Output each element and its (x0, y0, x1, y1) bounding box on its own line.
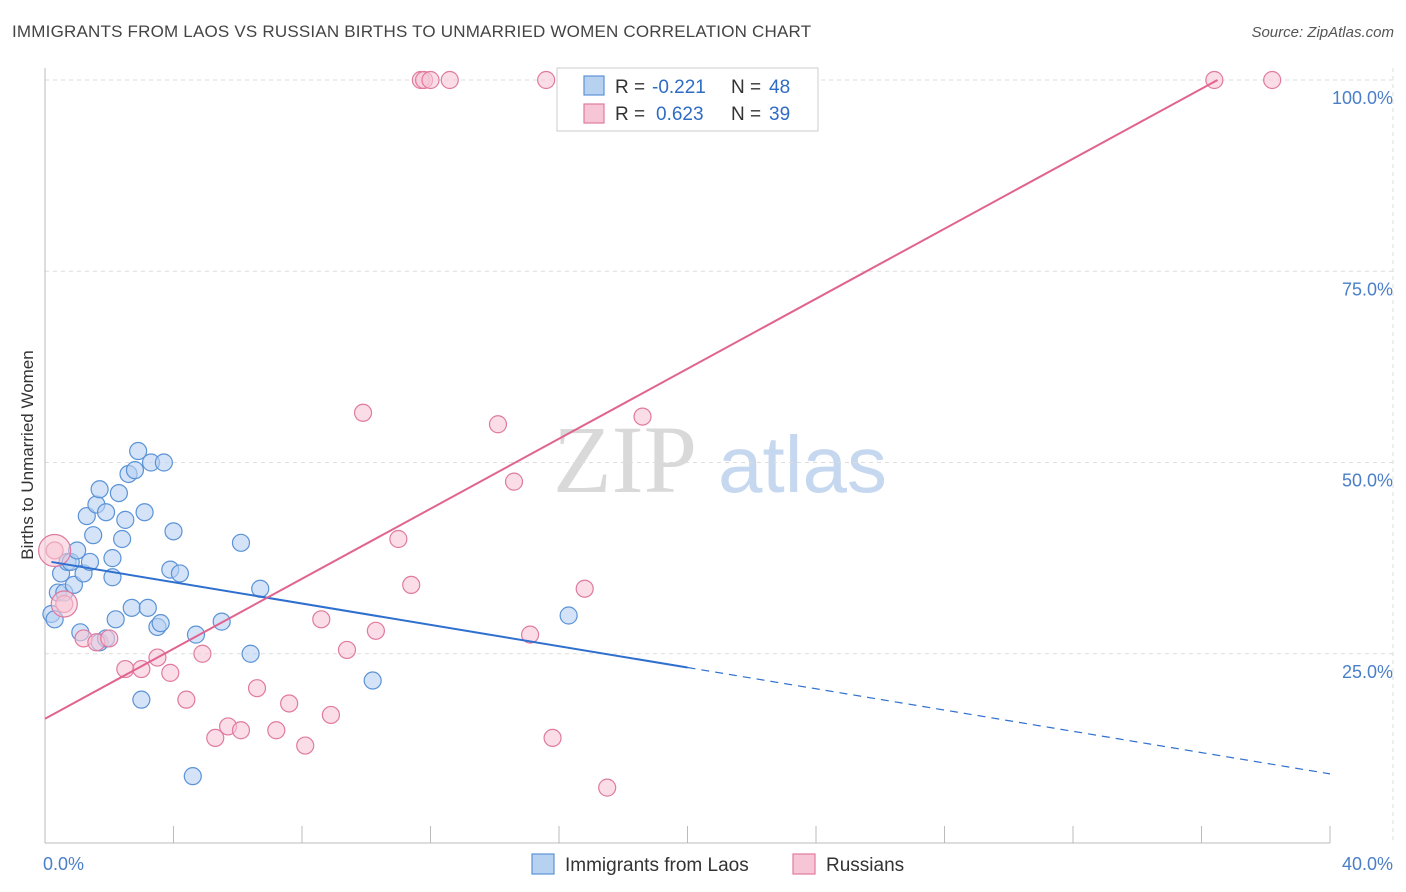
legend-r-value-laos: -0.221 (652, 77, 706, 98)
point-russians (193, 644, 212, 663)
watermark-zip: ZIP (553, 406, 697, 513)
point-laos (363, 671, 382, 690)
point-laos (96, 503, 116, 522)
point-laos (241, 644, 260, 663)
bottom-legend-swatch-laos (531, 853, 555, 875)
point-russians (389, 529, 408, 549)
legend-r-label-russians: R = (615, 104, 645, 125)
point-russians (206, 728, 225, 748)
watermark-atlas: atlas (718, 420, 887, 509)
point-russians (321, 705, 341, 725)
point-russians (598, 778, 617, 797)
legend-r-value-russians: 0.623 (656, 104, 704, 125)
point-laos (132, 690, 151, 709)
point-laos (122, 598, 141, 617)
point-russians (520, 625, 540, 644)
point-russians (231, 721, 251, 740)
point-russians (488, 415, 508, 434)
point-russians (353, 403, 373, 422)
point-russians (267, 721, 286, 740)
point-laos (151, 614, 170, 633)
point-russians (440, 70, 459, 90)
legend-n-label-laos: N = (731, 77, 761, 98)
point-laos (559, 606, 578, 625)
point-laos (138, 598, 157, 617)
chart-source: Source: ZipAtlas.com (1251, 24, 1394, 41)
point-laos (90, 480, 109, 499)
legend-n-value-laos: 48 (769, 77, 790, 98)
data-points (38, 70, 1282, 797)
legend-box: R = -0.221 N = 48 R = 0.623 N = 39 (556, 67, 819, 132)
point-laos (170, 564, 190, 583)
point-russians (312, 610, 331, 629)
point-laos (135, 503, 154, 522)
y-axis-label: Births to Unmarried Women (18, 350, 37, 559)
point-laos (106, 610, 125, 629)
point-laos (112, 529, 132, 549)
point-russians (247, 679, 267, 698)
point-laos (80, 552, 100, 572)
point-laos (84, 526, 103, 545)
y-tick-label: 100.0% (1332, 88, 1393, 108)
point-russians (177, 690, 196, 709)
point-russians (402, 575, 421, 595)
bottom-legend-laos: Immigrants from Laos (565, 855, 749, 876)
trend-line-laos-extension (687, 666, 1331, 775)
point-laos (164, 522, 183, 541)
point-russians (100, 629, 119, 648)
point-russians (337, 640, 357, 660)
y-tick-label: 50.0% (1342, 471, 1393, 491)
y-tick-labels: 25.0% 50.0% 75.0% 100.0% (1332, 88, 1393, 682)
bottom-legend-swatch-russians (792, 853, 816, 875)
point-russians (296, 736, 315, 755)
chart-title: IMMIGRANTS FROM LAOS VS RUSSIAN BIRTHS T… (12, 22, 812, 41)
bottom-legend: Immigrants from Laos Russians (531, 853, 904, 876)
legend-n-label-russians: N = (731, 104, 761, 125)
point-russians (504, 472, 524, 491)
point-russians-large (50, 590, 78, 618)
point-laos (109, 484, 128, 503)
point-laos (125, 461, 145, 480)
watermark: ZIP atlas (553, 406, 887, 513)
point-russians (1263, 70, 1282, 90)
legend-n-value-russians: 39 (769, 104, 790, 125)
legend-swatch-laos (583, 75, 605, 96)
point-russians (537, 70, 556, 90)
x-tick-label-min: 0.0% (43, 854, 84, 874)
point-russians (575, 579, 594, 598)
trend-line-russians (44, 79, 1219, 720)
point-russians (421, 70, 440, 90)
point-russians (161, 663, 180, 682)
trend-lines (44, 79, 1331, 775)
legend-r-label-laos: R = (615, 77, 645, 98)
point-laos (183, 767, 202, 786)
x-tick-label-max: 40.0% (1342, 854, 1393, 874)
point-laos (129, 441, 148, 461)
axes (44, 68, 1331, 844)
point-laos (116, 510, 135, 529)
point-russians (366, 621, 385, 640)
point-russians (633, 407, 652, 426)
x-tick-labels: 0.0% 40.0% (43, 854, 1393, 874)
bottom-legend-russians: Russians (826, 855, 904, 876)
point-russians-large (38, 533, 72, 568)
point-laos (103, 549, 122, 568)
y-tick-label: 25.0% (1342, 662, 1393, 682)
point-russians (543, 728, 562, 748)
trend-line-laos (51, 560, 688, 669)
point-russians (280, 694, 299, 713)
y-tick-label: 75.0% (1342, 279, 1393, 299)
point-laos (154, 453, 173, 472)
legend-swatch-russians (583, 103, 605, 124)
point-laos (231, 533, 251, 552)
